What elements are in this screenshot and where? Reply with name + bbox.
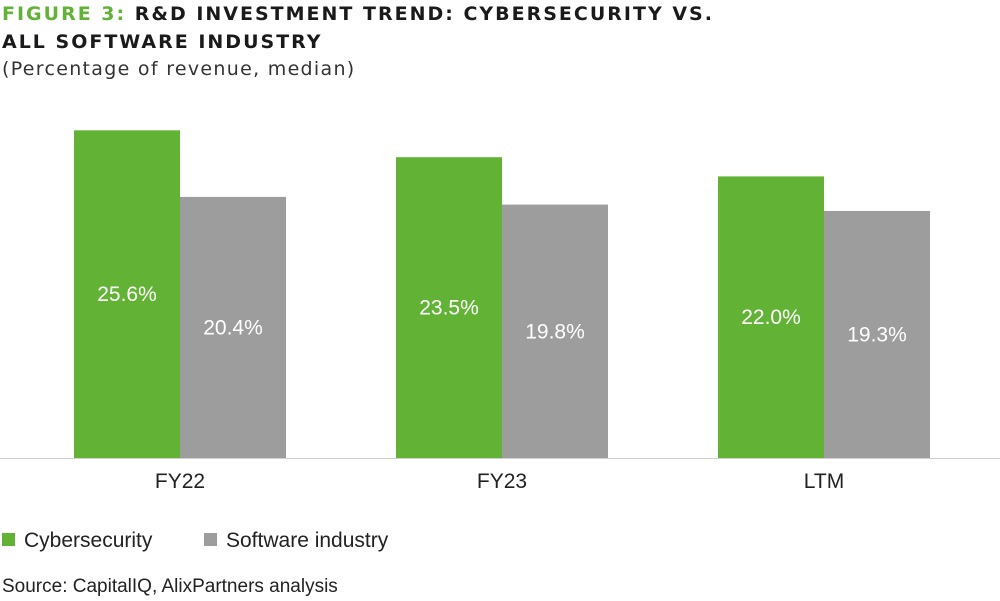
title-line-2: ALL SOFTWARE INDUSTRY: [2, 31, 323, 53]
figure-label: FIGURE 3:: [2, 3, 127, 25]
bar-software-industry-fy23: [502, 204, 608, 458]
chart-subtitle: (Percentage of revenue, median): [2, 58, 356, 80]
title-text-1: R&D INVESTMENT TREND: CYBERSECURITY VS.: [134, 3, 714, 25]
bar-cybersecurity-ltm: [718, 176, 824, 458]
legend-swatch-software-industry: [204, 532, 217, 546]
bar-software-industry-ltm: [824, 210, 930, 458]
x-tick-label-fy23: FY23: [477, 470, 527, 493]
bar-cybersecurity-fy22: [74, 130, 180, 458]
data-label-cybersecurity-ltm: 22.0%: [741, 306, 801, 329]
data-label-software-industry-fy23: 19.8%: [525, 320, 585, 343]
legend-label-software-industry: Software industry: [226, 529, 389, 552]
bar-cybersecurity-fy23: [396, 157, 502, 458]
legend-label-cybersecurity: Cybersecurity: [24, 529, 153, 552]
x-tick-label-ltm: LTM: [804, 470, 844, 493]
bar-software-industry-fy22: [180, 196, 286, 458]
legend-item-software-industry: Software industry: [204, 529, 388, 553]
data-label-software-industry-ltm: 19.3%: [847, 323, 907, 346]
chart-title: FIGURE 3: R&D INVESTMENT TREND: CYBERSEC…: [2, 0, 714, 56]
bar-chart: 25.6% 20.4% FY22 23.5% 19.8% FY23 22.0% 19.3% LT…: [0, 130, 1000, 493]
source-note: Source: CapitalIQ, AlixPartners analysis: [2, 576, 338, 597]
x-tick-label-fy22: FY22: [155, 470, 205, 493]
legend-item-cybersecurity: Cybersecurity: [2, 529, 152, 553]
data-label-cybersecurity-fy23: 23.5%: [419, 297, 479, 320]
title-line-1: FIGURE 3: R&D INVESTMENT TREND: CYBERSEC…: [2, 0, 714, 28]
legend-swatch-cybersecurity: [2, 532, 15, 546]
data-label-cybersecurity-fy22: 25.6%: [97, 283, 157, 306]
data-label-software-industry-fy22: 20.4%: [203, 316, 263, 339]
